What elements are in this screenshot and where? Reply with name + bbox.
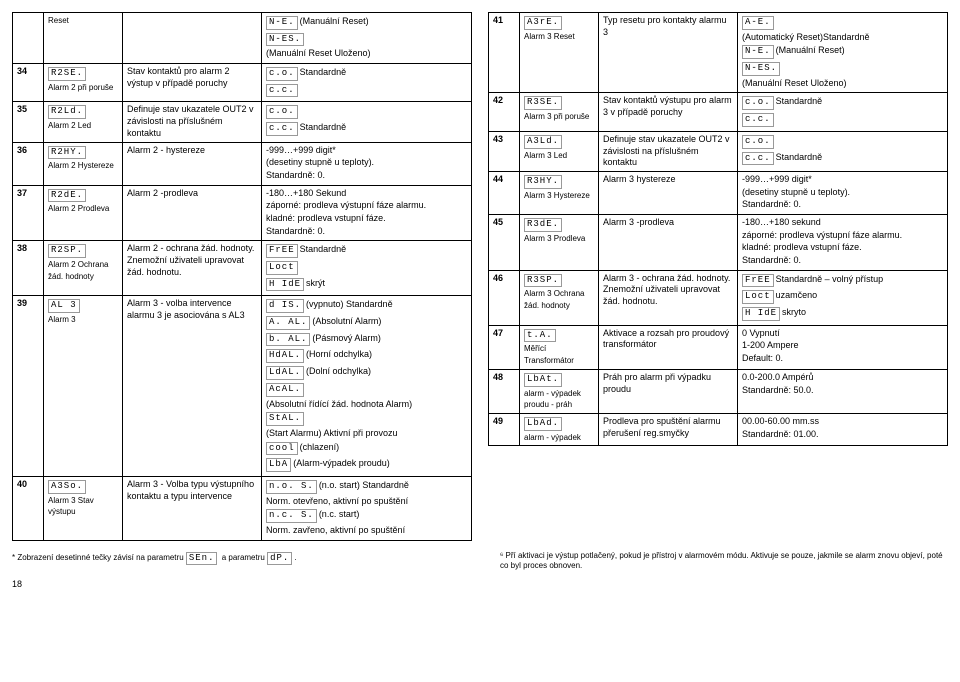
row-num: 42 xyxy=(489,93,520,131)
row-label: LbAt.alarm - výpadek proudu - práh xyxy=(520,369,599,413)
row-desc: Definuje stav ukazatele OUT2 v závislost… xyxy=(123,102,262,142)
row-val: 0 Vypnutí1-200 AmpereDefault: 0. xyxy=(738,325,948,369)
row-val: N-E.(Manuální Reset)N-ES.(Manuální Reset… xyxy=(262,13,472,64)
left-table: Reset N-E.(Manuální Reset)N-ES.(Manuální … xyxy=(12,12,472,541)
row-desc: Práh pro alarm při výpadku proudu xyxy=(599,369,738,413)
page-number: 18 xyxy=(12,579,948,591)
row-label: R3SP.Alarm 3 Ochrana žád. hodnoty xyxy=(520,270,599,325)
row-val: 00.00-60.00 mm.ssStandardně: 01.00. xyxy=(738,413,948,445)
row-val: c.o.Standardněc.c. xyxy=(738,93,948,131)
row-label: R3HY.Alarm 3 Hystereze xyxy=(520,171,599,214)
row-num: 46 xyxy=(489,270,520,325)
footnote-left: * Zobrazení desetinné tečky závisí na pa… xyxy=(12,551,460,572)
row-desc: Alarm 3 -prodleva xyxy=(599,214,738,270)
row-desc: Alarm 3 - ochrana žád. hodnoty. Znemožní… xyxy=(599,270,738,325)
footnote-right: ⁶ Pří aktivaci je výstup potlačený, poku… xyxy=(500,551,948,572)
row-desc: Alarm 3 hystereze xyxy=(599,171,738,214)
row-val: A-E.(Automatický Reset)StandardněN-E.(Ma… xyxy=(738,13,948,93)
row-label: R3SE.Alarm 3 při poruše xyxy=(520,93,599,131)
row-num: 41 xyxy=(489,13,520,93)
row-num: 45 xyxy=(489,214,520,270)
row-val: -180…+180 sekundzáporné: prodleva výstup… xyxy=(738,214,948,270)
row-val: -999…+999 digit*(desetiny stupně u teplo… xyxy=(262,142,472,185)
row-label: Reset xyxy=(44,13,123,64)
row-desc: Alarm 2 - hystereze xyxy=(123,142,262,185)
row-desc: Alarm 2 - ochrana žád. hodnoty. Znemožní… xyxy=(123,241,262,296)
row-desc: Stav kontaktů pro alarm 2 výstup v přípa… xyxy=(123,64,262,102)
row-label: R2SE.Alarm 2 při poruše xyxy=(44,64,123,102)
row-label: R2Ld.Alarm 2 Led xyxy=(44,102,123,142)
row-desc: Prodleva pro spuštění alarmu přerušení r… xyxy=(599,413,738,445)
row-val: -180…+180 Sekundzáporné: prodleva výstup… xyxy=(262,185,472,241)
row-desc xyxy=(123,13,262,64)
row-label: A3Ld.Alarm 3 Led xyxy=(520,131,599,171)
row-num: 34 xyxy=(13,64,44,102)
row-desc: Alarm 3 - volba intervence alarmu 3 je a… xyxy=(123,296,262,477)
row-label: R2SP.Alarm 2 Ochrana žád. hodnoty xyxy=(44,241,123,296)
right-table: 41A3rE.Alarm 3 ResetTyp resetu pro konta… xyxy=(488,12,948,446)
row-desc: Alarm 3 - Volba typu výstupního kontaktu… xyxy=(123,476,262,540)
row-label: A3So.Alarm 3 Stav výstupu xyxy=(44,476,123,540)
row-label: R2dE.Alarm 2 Prodleva xyxy=(44,185,123,241)
row-num: 43 xyxy=(489,131,520,171)
row-val: c.o.c.c.Standardně xyxy=(262,102,472,142)
row-num xyxy=(13,13,44,64)
row-label: t.A.Měřící Transformátor xyxy=(520,325,599,369)
row-label: A3rE.Alarm 3 Reset xyxy=(520,13,599,93)
row-val: d IS.(vypnuto) StandardněA. AL.(Absolutn… xyxy=(262,296,472,477)
row-val: n.o. S.(n.o. start) StandardněNorm. otev… xyxy=(262,476,472,540)
row-desc: Definuje stav ukazatele OUT2 v závislost… xyxy=(599,131,738,171)
row-label: LbAd.alarm - výpadek xyxy=(520,413,599,445)
row-num: 48 xyxy=(489,369,520,413)
row-label: R2HY.Alarm 2 Hystereze xyxy=(44,142,123,185)
row-label: AL 3Alarm 3 xyxy=(44,296,123,477)
row-desc: Alarm 2 -prodleva xyxy=(123,185,262,241)
row-num: 37 xyxy=(13,185,44,241)
row-num: 39 xyxy=(13,296,44,477)
row-num: 47 xyxy=(489,325,520,369)
row-val: FrEEStandardněLoctH IdEskrýt xyxy=(262,241,472,296)
row-val: c.o.c.c.Standardně xyxy=(738,131,948,171)
row-num: 49 xyxy=(489,413,520,445)
row-num: 35 xyxy=(13,102,44,142)
row-num: 36 xyxy=(13,142,44,185)
row-val: 0.0-200.0 AmpérůStandardně: 50.0. xyxy=(738,369,948,413)
row-desc: Stav kontaktů výstupu pro alarm 3 v příp… xyxy=(599,93,738,131)
row-val: FrEEStandardně – volný přístupLoctuzamče… xyxy=(738,270,948,325)
row-desc: Aktivace a rozsah pro proudový transform… xyxy=(599,325,738,369)
row-num: 38 xyxy=(13,241,44,296)
row-num: 40 xyxy=(13,476,44,540)
row-desc: Typ resetu pro kontakty alarmu 3 xyxy=(599,13,738,93)
row-label: R3dE.Alarm 3 Prodleva xyxy=(520,214,599,270)
row-num: 44 xyxy=(489,171,520,214)
row-val: c.o.Standardněc.c. xyxy=(262,64,472,102)
row-val: -999…+999 digit*(desetiny stupně u teplo… xyxy=(738,171,948,214)
